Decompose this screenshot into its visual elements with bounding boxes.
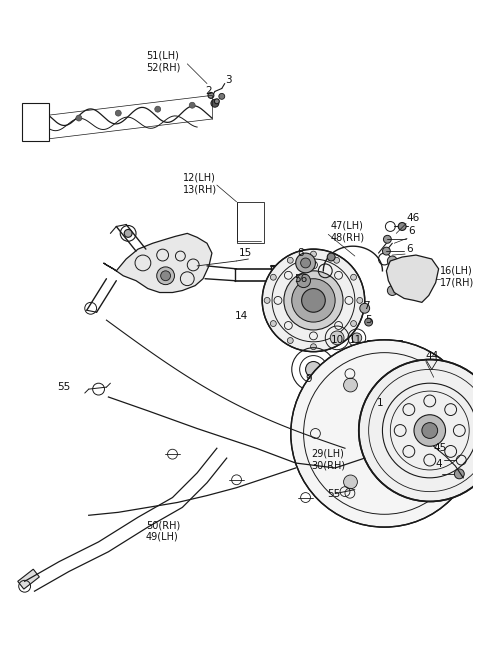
Circle shape [350, 321, 357, 327]
Circle shape [334, 338, 339, 344]
Text: 48(RH): 48(RH) [330, 232, 364, 242]
Circle shape [311, 251, 316, 257]
Circle shape [115, 110, 121, 116]
Circle shape [288, 257, 293, 263]
Bar [237, 202, 264, 243]
Text: 17(RH): 17(RH) [440, 277, 474, 288]
Circle shape [384, 236, 391, 243]
Circle shape [344, 378, 358, 392]
Circle shape [398, 222, 406, 230]
Text: 8: 8 [298, 248, 304, 258]
Circle shape [327, 253, 335, 261]
Text: 15: 15 [239, 248, 252, 258]
Text: 56: 56 [294, 274, 307, 283]
Circle shape [208, 92, 214, 98]
Text: 30(RH): 30(RH) [312, 460, 346, 470]
Circle shape [301, 289, 325, 312]
Circle shape [157, 267, 174, 285]
Circle shape [334, 257, 339, 263]
Circle shape [284, 271, 343, 330]
Text: 4: 4 [436, 459, 442, 469]
Circle shape [155, 106, 161, 112]
Text: 49(LH): 49(LH) [146, 532, 179, 542]
Text: 5: 5 [365, 315, 372, 325]
Text: 9: 9 [306, 375, 312, 384]
Text: 1: 1 [376, 398, 383, 408]
Text: 3: 3 [225, 75, 231, 85]
Circle shape [387, 285, 397, 295]
Text: 6: 6 [406, 244, 413, 254]
Circle shape [352, 333, 362, 343]
Text: 46: 46 [406, 213, 420, 222]
Text: 12(LH): 12(LH) [183, 172, 216, 182]
Circle shape [215, 99, 219, 104]
Text: 51(LH): 51(LH) [146, 51, 179, 61]
Circle shape [350, 274, 357, 280]
Text: 14: 14 [235, 311, 248, 321]
Circle shape [306, 361, 321, 377]
Text: 13(RH): 13(RH) [183, 184, 217, 194]
Bar [367, 340, 402, 361]
Circle shape [414, 415, 445, 446]
Text: 44: 44 [426, 350, 439, 361]
Text: 55: 55 [57, 382, 71, 392]
Text: 11: 11 [349, 335, 362, 345]
Circle shape [296, 253, 315, 273]
Circle shape [270, 274, 276, 280]
Text: 6: 6 [408, 226, 415, 236]
Circle shape [189, 102, 195, 108]
Circle shape [365, 318, 372, 326]
Circle shape [291, 340, 478, 527]
Circle shape [288, 338, 293, 344]
Text: 50(RH): 50(RH) [146, 520, 180, 530]
Text: 45: 45 [434, 443, 447, 453]
Circle shape [262, 249, 365, 352]
Text: 16(LH): 16(LH) [440, 266, 472, 276]
Circle shape [455, 469, 464, 479]
Circle shape [411, 378, 425, 392]
Circle shape [297, 274, 311, 287]
Circle shape [360, 303, 370, 313]
Circle shape [219, 93, 225, 99]
Text: 2: 2 [205, 87, 212, 96]
Text: 29(LH): 29(LH) [312, 448, 344, 458]
Circle shape [422, 422, 438, 438]
Circle shape [412, 266, 426, 279]
Circle shape [76, 115, 82, 121]
Circle shape [359, 359, 480, 501]
Circle shape [211, 99, 219, 107]
Circle shape [399, 266, 413, 279]
Circle shape [357, 297, 363, 303]
Circle shape [411, 475, 425, 489]
Circle shape [300, 258, 311, 268]
Circle shape [360, 409, 409, 458]
Polygon shape [386, 255, 439, 302]
Circle shape [264, 297, 270, 303]
Circle shape [387, 256, 397, 266]
Text: 55: 55 [327, 489, 340, 499]
Circle shape [344, 475, 358, 489]
Circle shape [311, 344, 316, 350]
Bar [22, 103, 49, 141]
Circle shape [270, 321, 276, 327]
Text: 10: 10 [331, 335, 344, 345]
Text: 52(RH): 52(RH) [146, 63, 180, 73]
Circle shape [292, 279, 335, 322]
Text: 7: 7 [363, 301, 369, 312]
Circle shape [383, 247, 390, 255]
Circle shape [161, 271, 170, 281]
Circle shape [330, 331, 344, 345]
Circle shape [124, 230, 132, 237]
Polygon shape [104, 234, 212, 293]
Bar [18, 569, 39, 589]
Text: 47(LH): 47(LH) [330, 220, 363, 230]
Circle shape [371, 420, 398, 447]
